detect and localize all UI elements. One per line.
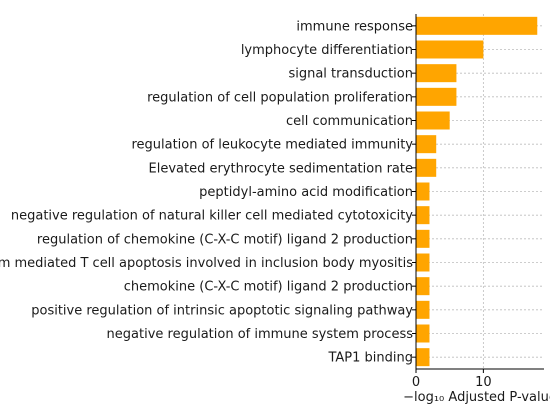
- bar: [416, 64, 457, 83]
- category-label: negative regulation of natural killer ce…: [11, 209, 413, 224]
- x-ticks: 0 10: [412, 369, 492, 390]
- category-label: TAP1 binding: [327, 351, 413, 366]
- x-axis-title: −log₁₀ Adjusted P-value: [403, 390, 550, 405]
- x-tick-label: 10: [475, 375, 492, 390]
- bar: [416, 324, 430, 343]
- bar: [416, 348, 430, 367]
- bar: [416, 87, 457, 106]
- bar: [416, 135, 437, 154]
- category-label: Calcium mediated T cell apoptosis involv…: [0, 256, 413, 271]
- bar: [416, 277, 430, 296]
- category-label: Elevated erythrocyte sedimentation rate: [149, 161, 413, 176]
- category-label: signal transduction: [288, 67, 413, 82]
- category-label: positive regulation of intrinsic apoptot…: [31, 303, 413, 318]
- x-tick-label: 0: [412, 375, 420, 390]
- bars: [416, 16, 538, 367]
- category-label: regulation of leukocyte mediated immunit…: [131, 138, 413, 153]
- bar: [416, 182, 430, 201]
- category-label: lymphocyte differentiation: [241, 43, 413, 58]
- bar: [416, 40, 484, 59]
- category-label: regulation of cell population proliferat…: [147, 90, 413, 105]
- bar: [416, 111, 450, 130]
- category-label: chemokine (C-X-C motif) ligand 2 product…: [124, 280, 413, 295]
- category-label: negative regulation of immune system pro…: [107, 327, 414, 342]
- category-label: cell communication: [286, 114, 413, 129]
- bar: [416, 206, 430, 225]
- bar: [416, 16, 538, 35]
- bar: [416, 253, 430, 272]
- category-label: peptidyl-amino acid modification: [199, 185, 413, 200]
- bar: [416, 229, 430, 248]
- bar: [416, 300, 430, 319]
- category-label: immune response: [296, 19, 413, 34]
- bar: [416, 158, 437, 177]
- category-labels: immune response lymphocyte differentiatio…: [0, 19, 416, 366]
- category-label: regulation of chemokine (C-X-C motif) li…: [37, 232, 413, 247]
